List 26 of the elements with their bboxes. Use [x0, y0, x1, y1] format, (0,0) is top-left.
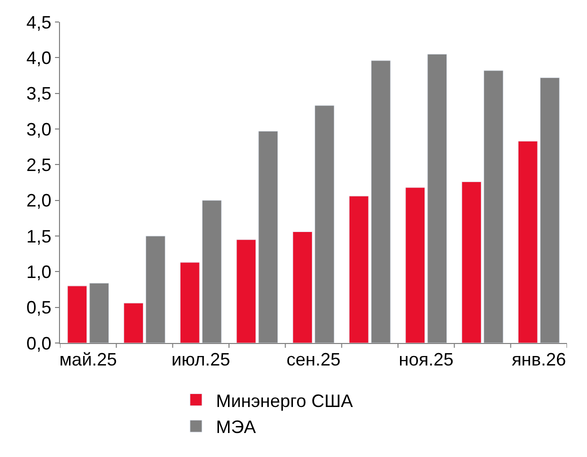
x-tick-label: май.25: [59, 350, 117, 370]
y-tick-label: 3,5: [26, 84, 52, 104]
x-tick-label: июл.25: [171, 350, 230, 370]
legend-label: МЭА: [216, 417, 256, 438]
y-tick-label: 3,0: [26, 119, 52, 140]
bar: [236, 239, 256, 343]
x-tick-label: янв.26: [512, 350, 566, 370]
legend-label: Минэнерго США: [216, 390, 353, 411]
bar: [67, 286, 88, 343]
y-tick-label: 2,5: [26, 154, 52, 175]
x-tick-label: сен.25: [286, 350, 340, 370]
y-tick-label: 0,0: [26, 333, 52, 354]
bar: [405, 187, 426, 343]
bar: [462, 182, 482, 343]
y-tick-label: 2,0: [26, 190, 52, 211]
y-tick-label: 4,5: [26, 12, 52, 32]
bar: [292, 231, 312, 343]
y-tick-label: 4,0: [26, 48, 52, 68]
y-tick-label: 1,0: [26, 262, 52, 282]
bar: [180, 262, 200, 343]
y-tick-label: 0,5: [26, 298, 52, 318]
bar: [124, 302, 144, 343]
bar: [518, 140, 538, 343]
x-tick-label: ноя.25: [398, 350, 454, 370]
y-tick-label: 1,5: [26, 226, 52, 246]
bar: [348, 196, 369, 343]
